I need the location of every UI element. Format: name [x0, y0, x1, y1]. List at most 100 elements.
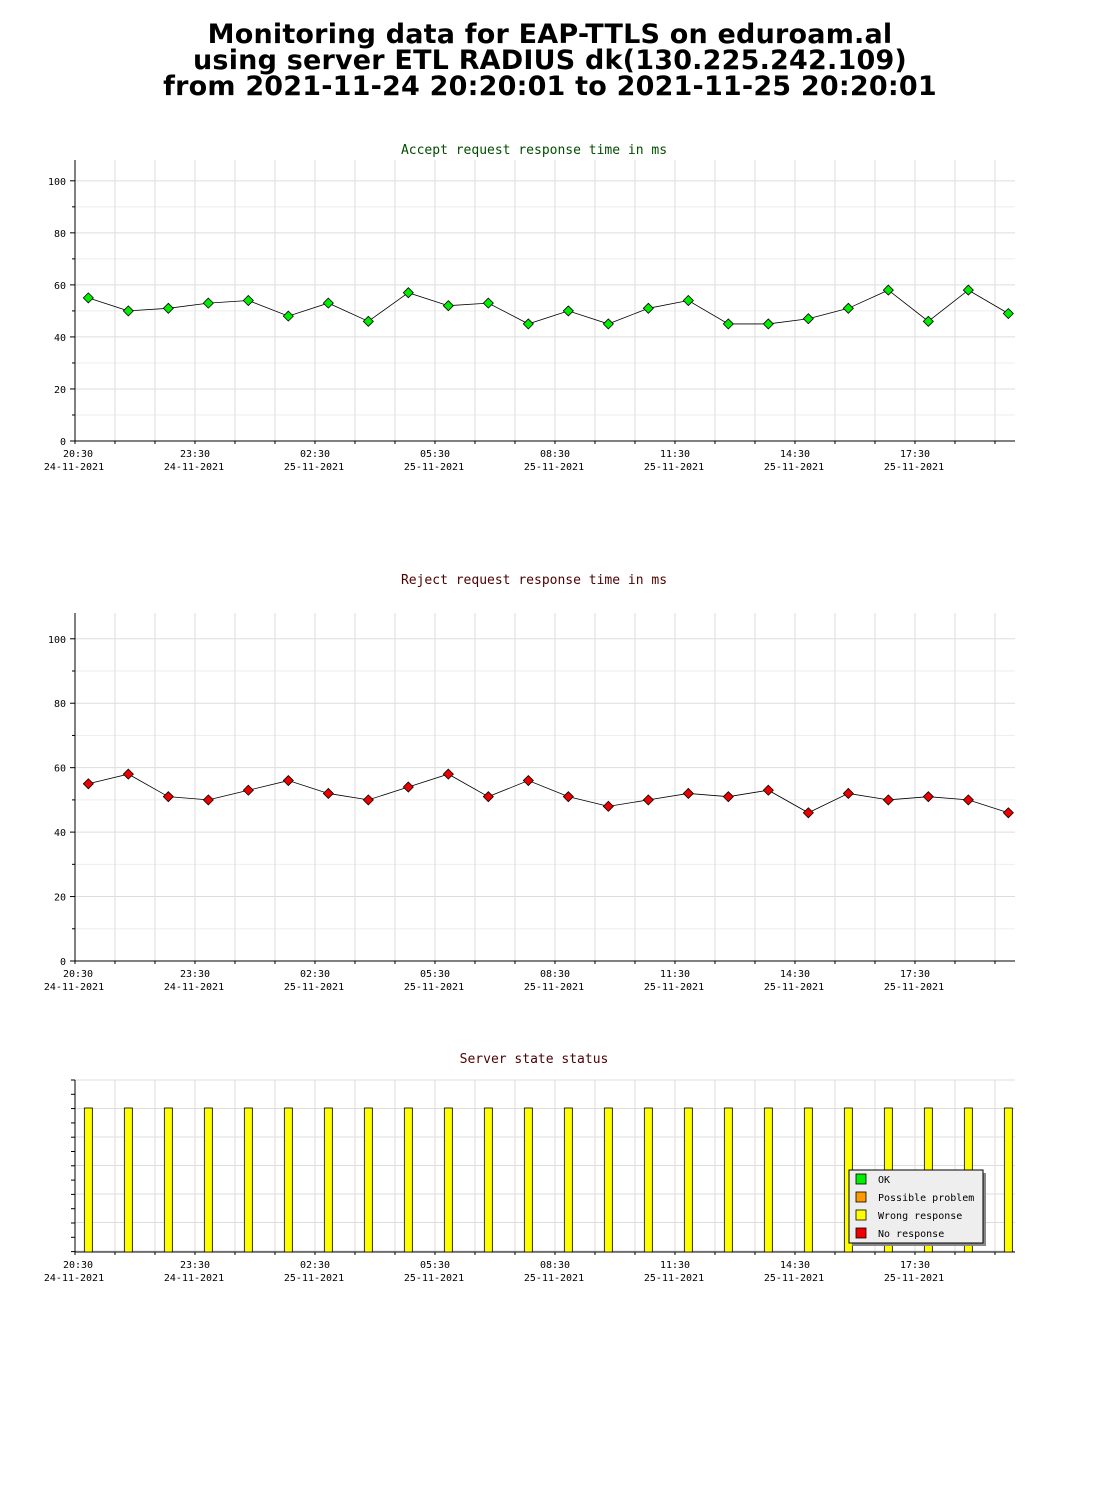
data-point	[722, 318, 734, 330]
x-tick-label-date: 25-11-2021	[404, 982, 464, 993]
data-point	[962, 284, 974, 296]
y-tick-label: 0	[60, 437, 66, 448]
y-tick-label: 100	[48, 635, 66, 646]
data-point	[282, 310, 294, 322]
x-tick-label-time: 08:30	[540, 449, 570, 460]
x-tick-label-time: 14:30	[780, 969, 810, 980]
x-tick-label-date: 25-11-2021	[284, 1273, 344, 1284]
y-tick-label: 40	[54, 828, 66, 839]
status-bar	[363, 1107, 373, 1253]
status-bar	[403, 1107, 413, 1253]
data-point	[922, 315, 934, 327]
data-point	[922, 791, 934, 803]
data-point	[682, 294, 694, 307]
x-tick-label-date: 25-11-2021	[644, 982, 704, 993]
x-tick-label-time: 02:30	[300, 449, 330, 460]
status-bar	[443, 1107, 453, 1253]
y-tick-label: 20	[54, 385, 66, 396]
data-point	[522, 774, 534, 787]
server-status-chart: Server state status 20:30 24-11-2021 23:30…	[44, 1052, 1015, 1284]
data-point	[762, 318, 774, 330]
x-tick-label-time: 05:30	[420, 1260, 450, 1271]
x-tick-label-time: 23:30	[180, 1260, 210, 1271]
status-bar	[323, 1107, 333, 1253]
series-line	[88, 773, 1009, 814]
x-tick-label-time: 14:30	[780, 1260, 810, 1271]
x-tick-label-date: 24-11-2021	[44, 462, 104, 473]
data-point	[602, 318, 614, 330]
x-tick-label-date: 24-11-2021	[164, 1273, 224, 1284]
x-tick-label-date: 24-11-2021	[44, 1273, 104, 1284]
x-tick-label-date: 24-11-2021	[164, 982, 224, 993]
x-tick-label-time: 11:30	[660, 449, 690, 460]
status-bar	[563, 1107, 573, 1253]
data-point	[722, 791, 734, 803]
data-point	[442, 768, 454, 780]
x-tick-label-date: 25-11-2021	[284, 462, 344, 473]
reject-response-chart: Reject request response time in ms 20:30…	[44, 573, 1015, 993]
x-tick-label-date: 25-11-2021	[884, 982, 944, 993]
status-bar	[243, 1107, 253, 1253]
data-point	[162, 791, 174, 803]
y-tick-label: 60	[54, 764, 66, 775]
x-tick-label-time: 20:30	[63, 969, 93, 980]
data-point	[122, 305, 134, 317]
x-tick-label-time: 11:30	[660, 969, 690, 980]
status-bar	[123, 1107, 133, 1253]
data-point	[402, 781, 414, 793]
data-point	[162, 302, 174, 314]
status-bar	[203, 1107, 213, 1253]
data-point	[202, 794, 214, 806]
legend-swatch	[855, 1173, 867, 1185]
x-tick-label-date: 25-11-2021	[524, 462, 584, 473]
data-point	[362, 794, 374, 806]
x-tick-label-time: 11:30	[660, 1260, 690, 1271]
data-point	[82, 778, 94, 790]
x-tick-label-time: 08:30	[540, 1260, 570, 1271]
x-tick-label-time: 23:30	[180, 449, 210, 460]
x-tick-label-date: 25-11-2021	[524, 1273, 584, 1284]
data-point	[482, 297, 494, 309]
data-point	[442, 300, 454, 312]
x-tick-label-date: 25-11-2021	[524, 982, 584, 993]
y-tick-label: 100	[48, 177, 66, 188]
series-line	[88, 289, 1009, 325]
legend-swatch	[855, 1209, 867, 1221]
legend-swatch	[855, 1227, 867, 1239]
x-tick-label-time: 17:30	[900, 449, 930, 460]
reject-chart-title: Reject request response time in ms	[401, 573, 667, 588]
data-point	[242, 784, 254, 796]
title-line-2: using server ETL RADIUS dk(130.225.242.1…	[193, 45, 907, 76]
title-line-3: from 2021-11-24 20:20:01 to 2021-11-25 2…	[163, 71, 937, 102]
x-tick-label-time: 20:30	[63, 1260, 93, 1271]
status-bar	[603, 1107, 613, 1253]
x-tick-label-date: 25-11-2021	[404, 1273, 464, 1284]
status-bar	[283, 1107, 293, 1253]
status-bar	[723, 1107, 733, 1253]
data-point	[1002, 307, 1014, 320]
x-tick-label-date: 25-11-2021	[764, 982, 824, 993]
data-point	[1002, 807, 1014, 819]
legend-swatch	[855, 1191, 867, 1203]
x-tick-label-date: 25-11-2021	[644, 1273, 704, 1284]
legend-label: OK	[878, 1175, 890, 1186]
x-tick-label-time: 14:30	[780, 449, 810, 460]
data-point	[362, 315, 374, 327]
data-point	[842, 787, 854, 800]
y-tick-label: 80	[54, 229, 66, 240]
x-tick-label-date: 25-11-2021	[404, 462, 464, 473]
x-tick-label-time: 17:30	[900, 969, 930, 980]
y-tick-label: 40	[54, 333, 66, 344]
status-bar	[1003, 1107, 1013, 1253]
status-bar	[643, 1107, 653, 1253]
status-bar	[683, 1107, 693, 1253]
data-point	[842, 302, 854, 314]
status-bar	[763, 1107, 773, 1253]
x-tick-label-date: 25-11-2021	[764, 462, 824, 473]
data-point	[762, 784, 774, 796]
y-tick-label: 60	[54, 281, 66, 292]
data-point	[82, 292, 94, 304]
data-point	[802, 807, 814, 819]
page-title: Monitoring data for EAP-TTLS on eduroam.…	[0, 21, 1100, 102]
